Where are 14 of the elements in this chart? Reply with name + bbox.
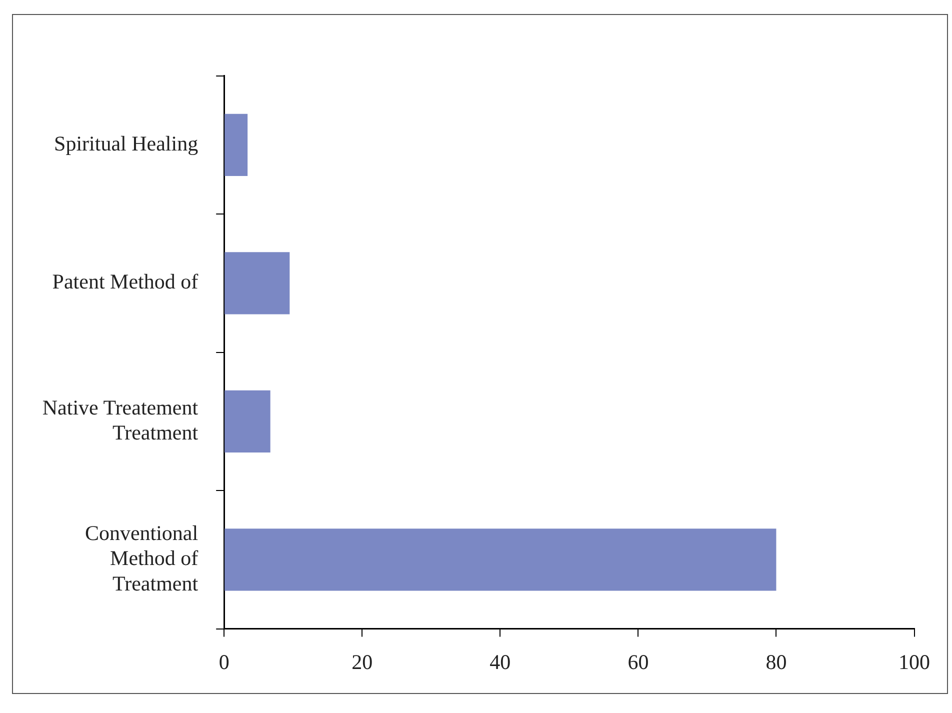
bar <box>224 252 290 314</box>
bar <box>224 528 776 591</box>
x-tick-label: 20 <box>352 650 373 674</box>
x-tick-label: 40 <box>490 650 511 674</box>
x-tick-label: 80 <box>766 650 787 674</box>
x-tick-label: 0 <box>218 650 230 674</box>
bar <box>224 390 270 453</box>
y-tick-label: Spiritual Healing <box>54 131 199 156</box>
x-tick-label: 100 <box>898 650 930 674</box>
y-tick-label: Patent Method of <box>52 270 198 294</box>
y-tick-label: Conventional Method of Treatment <box>84 520 198 596</box>
bar <box>224 114 248 176</box>
x-tick-label: 60 <box>628 650 649 674</box>
y-tick-label: Native Treatement Treatment <box>42 395 198 445</box>
